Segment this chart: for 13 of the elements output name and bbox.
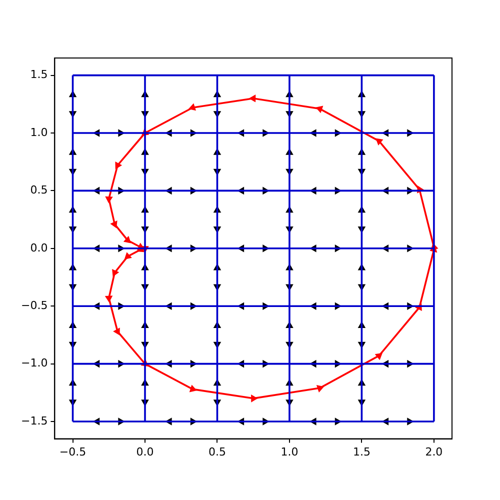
y-tick-label: −0.5 <box>20 298 48 312</box>
x-tick-label: 1.0 <box>280 445 298 458</box>
x-tick-label: 1.5 <box>352 445 370 458</box>
x-tick-label: 0.0 <box>136 445 154 458</box>
x-tick-label: −0.5 <box>59 445 86 458</box>
y-tick-label: 1.5 <box>30 68 48 82</box>
x-tick-label: 2.0 <box>425 445 443 458</box>
y-tick-label: −1.5 <box>20 414 48 428</box>
y-tick-label: 1.0 <box>30 126 48 139</box>
y-tick-label: 0.5 <box>30 184 48 197</box>
x-tick-label: 0.5 <box>208 445 226 458</box>
y-tick-label: −1.0 <box>20 356 48 370</box>
y-tick-label: 0.0 <box>30 241 48 254</box>
